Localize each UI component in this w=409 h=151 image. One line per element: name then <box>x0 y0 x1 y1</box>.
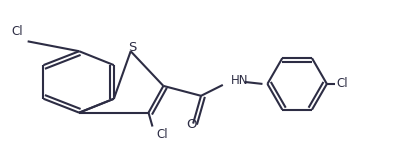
Text: HN: HN <box>231 74 248 87</box>
Text: Cl: Cl <box>12 25 23 38</box>
Text: O: O <box>186 119 196 132</box>
Text: Cl: Cl <box>337 77 348 90</box>
Text: Cl: Cl <box>157 128 168 141</box>
Text: S: S <box>128 41 137 54</box>
